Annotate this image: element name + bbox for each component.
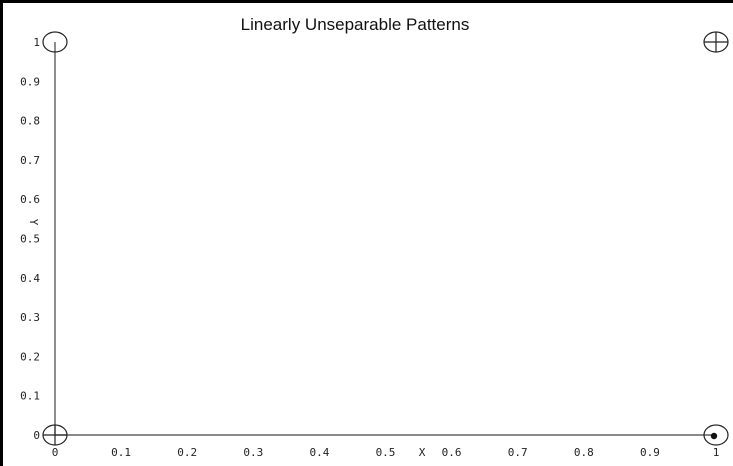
y-tick-label: 0.5 bbox=[20, 233, 40, 246]
axes bbox=[54, 42, 716, 436]
y-tick-label: 0.8 bbox=[20, 115, 40, 128]
x-tick-label: 1 bbox=[713, 446, 720, 459]
y-tick-label: 0.1 bbox=[20, 390, 40, 403]
chart-title: Linearly Unseparable Patterns bbox=[241, 15, 470, 34]
x-tick-label: 0.7 bbox=[508, 446, 528, 459]
data-point-circle-plus bbox=[42, 424, 68, 446]
y-tick-label: 1 bbox=[33, 36, 40, 49]
x-tick-label: 0.2 bbox=[177, 446, 197, 459]
y-tick-label: 0 bbox=[33, 429, 40, 442]
x-tick-label: 0.1 bbox=[111, 446, 131, 459]
x-tick-label: 0.4 bbox=[309, 446, 329, 459]
y-tick-label: 0.2 bbox=[20, 350, 40, 363]
y-tick-label: 0.7 bbox=[20, 154, 40, 167]
y-tick-label: 0.6 bbox=[20, 193, 40, 206]
data-point-circle-dot bbox=[703, 424, 729, 446]
data-points bbox=[42, 31, 729, 446]
x-tick-label: 0.6 bbox=[442, 446, 462, 459]
y-tick-labels: 0 0.1 0.2 0.3 0.4 0.5 0.6 0.7 0.8 0.9 1 bbox=[20, 36, 40, 442]
x-axis-label: X bbox=[419, 446, 426, 459]
y-axis-label: Y bbox=[27, 219, 40, 226]
x-tick-label: 0.8 bbox=[574, 446, 594, 459]
y-tick-label: 0.9 bbox=[20, 75, 40, 88]
x-tick-label: 0.9 bbox=[640, 446, 660, 459]
y-tick-label: 0.4 bbox=[20, 272, 40, 285]
x-tick-label: 0.5 bbox=[376, 446, 396, 459]
y-tick-label: 0.3 bbox=[20, 311, 40, 324]
x-tick-labels: 0 0.1 0.2 0.3 0.4 0.5 0.6 0.7 0.8 0.9 1 bbox=[52, 446, 720, 459]
data-point-circle bbox=[42, 31, 68, 53]
x-tick-label: 0.3 bbox=[243, 446, 263, 459]
x-tick-label: 0 bbox=[52, 446, 59, 459]
data-point-circle-plus bbox=[703, 31, 729, 53]
